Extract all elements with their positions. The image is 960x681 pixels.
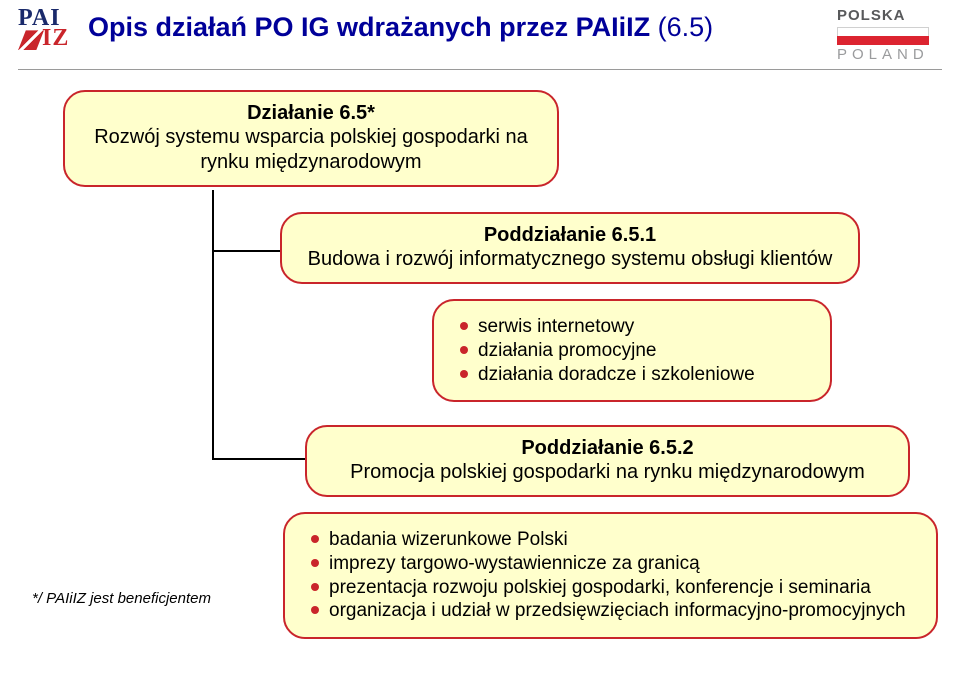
logo-swoosh-icon — [18, 30, 44, 50]
page-title-area: Opis działań PO IG wdrażanych przez PAIi… — [88, 8, 837, 43]
bullet-list-sub2: badania wizerunkowe Polski imprezy targo… — [303, 524, 918, 627]
node-sub2: Poddziałanie 6.5.2 Promocja polskiej gos… — [305, 425, 910, 497]
connector-to-sub2 — [212, 458, 305, 460]
diagram-area: Działanie 6.5* Rozwój systemu wsparcia p… — [0, 70, 960, 660]
list-item: działania doradcze i szkoleniowe — [460, 363, 804, 387]
list-item: prezentacja rozwoju polskiej gospodarki,… — [311, 576, 910, 600]
node-sub1-bullets: serwis internetowy działania promocyjne … — [432, 299, 832, 402]
connector-to-sub1 — [212, 250, 280, 252]
list-item: działania promocyjne — [460, 339, 804, 363]
node-root-desc: Rozwój systemu wsparcia polskiej gospoda… — [83, 125, 539, 175]
bullet-list-sub1: serwis internetowy działania promocyjne … — [452, 311, 812, 390]
node-sub2-title: Poddziałanie 6.5.2 — [325, 437, 890, 460]
node-root-title: Działanie 6.5* — [83, 102, 539, 125]
footnote: */ PAIiIZ jest beneficjentem — [32, 590, 211, 607]
list-item: imprezy targowo-wystawiennicze za granic… — [311, 552, 910, 576]
header: PAI IZ Opis działań PO IG wdrażanych prz… — [0, 0, 960, 67]
paiiz-logo: PAI IZ — [18, 8, 80, 52]
node-root: Działanie 6.5* Rozwój systemu wsparcia p… — [63, 90, 559, 187]
page-title-main: Opis działań PO IG wdrażanych przez PAIi… — [88, 12, 658, 42]
list-item: badania wizerunkowe Polski — [311, 528, 910, 552]
list-item: serwis internetowy — [460, 315, 804, 339]
node-sub1: Poddziałanie 6.5.1 Budowa i rozwój infor… — [280, 212, 860, 284]
node-sub1-title: Poddziałanie 6.5.1 — [300, 224, 840, 247]
connector-vertical — [212, 190, 214, 460]
node-sub2-desc: Promocja polskiej gospodarki na rynku mi… — [325, 460, 890, 485]
poland-text: POLAND — [837, 47, 942, 64]
node-sub1-desc: Budowa i rozwój informatycznego systemu … — [300, 247, 840, 272]
polska-text: POLSKA — [837, 8, 942, 25]
polska-logo: POLSKA POLAND — [837, 8, 942, 63]
flag-icon — [837, 27, 929, 45]
logo-iz-text: IZ — [42, 28, 69, 48]
page-title: Opis działań PO IG wdrażanych przez PAIi… — [88, 12, 713, 42]
list-item: organizacja i udział w przedsięwzięciach… — [311, 599, 910, 623]
node-sub2-bullets: badania wizerunkowe Polski imprezy targo… — [283, 512, 938, 639]
page-title-suffix: (6.5) — [658, 12, 714, 42]
